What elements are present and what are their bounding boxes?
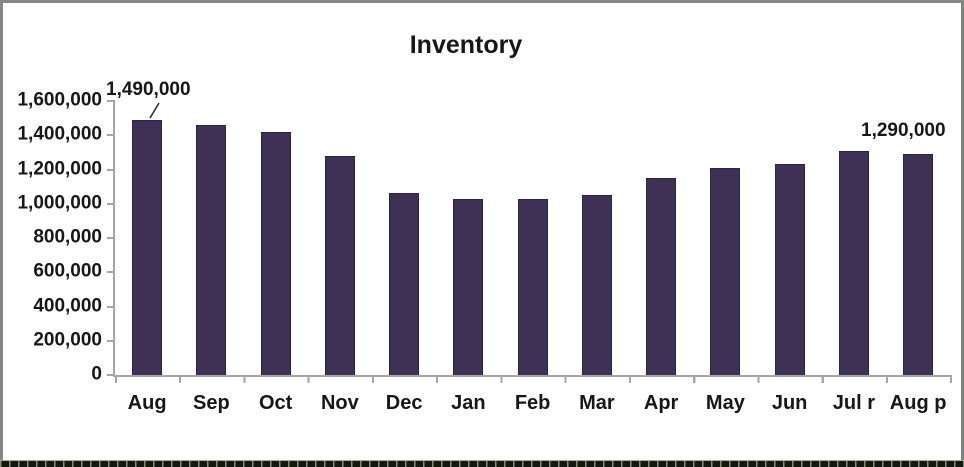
data-label-aug: 1,490,000 — [106, 79, 191, 100]
bar-aug — [132, 120, 163, 375]
y-tick-label: 1,400,000 — [17, 123, 102, 145]
y-tick-label: 600,000 — [33, 260, 102, 282]
y-tick-mark — [107, 202, 115, 205]
x-tick-label: Aug — [127, 392, 167, 414]
bar-may — [710, 168, 741, 375]
bar-dec — [389, 193, 420, 375]
y-tick-mark — [107, 271, 115, 274]
y-tick-mark — [107, 168, 115, 171]
bars-layer — [115, 101, 950, 375]
data-label-aug-p: 1,290,000 — [861, 120, 946, 141]
x-axis-ticks — [115, 375, 953, 383]
x-tick-label: Apr — [643, 392, 679, 414]
bar-apr — [646, 178, 677, 375]
y-tick-mark — [107, 134, 115, 137]
y-tick-label: 1,000,000 — [17, 192, 102, 214]
bar-mar — [581, 195, 612, 375]
x-tick-label: Nov — [320, 392, 359, 414]
bar-jan — [453, 199, 484, 375]
y-tick-mark — [107, 100, 115, 102]
bar-jul-r — [838, 151, 869, 375]
x-tick-label: Jan — [451, 392, 486, 414]
x-tick-label: Jun — [771, 392, 808, 414]
y-tick-mark — [107, 374, 115, 376]
x-tick-label: Oct — [258, 392, 293, 414]
y-tick-label: 800,000 — [33, 226, 102, 248]
y-tick-mark — [107, 237, 115, 239]
y-axis-line — [113, 101, 115, 377]
bar-sep — [196, 125, 227, 375]
x-tick-label: Jul r — [832, 392, 875, 414]
leader-line — [149, 102, 160, 119]
y-tick-label: 1,600,000 — [17, 89, 102, 111]
bar-feb — [517, 199, 548, 375]
chart-title: Inventory — [409, 31, 523, 59]
bottom-artifact-strip — [0, 460, 964, 467]
bar-jun — [774, 164, 805, 375]
y-tick-label: 1,200,000 — [17, 157, 102, 179]
bar-aug-p — [903, 154, 934, 375]
x-tick-label: Aug p — [889, 392, 947, 414]
y-tick-label: 400,000 — [33, 294, 102, 316]
x-tick-label: Dec — [385, 392, 423, 414]
x-tick-label: May — [705, 392, 745, 414]
y-tick-label: 200,000 — [33, 329, 102, 351]
bar-nov — [324, 156, 355, 375]
y-tick-mark — [107, 339, 115, 342]
x-tick-label: Sep — [193, 392, 230, 414]
bar-oct — [260, 132, 291, 375]
y-tick-mark — [107, 305, 115, 308]
x-tick-label: Feb — [514, 392, 551, 414]
y-tick-label: 0 — [91, 363, 102, 385]
x-tick-label: Mar — [579, 392, 615, 414]
